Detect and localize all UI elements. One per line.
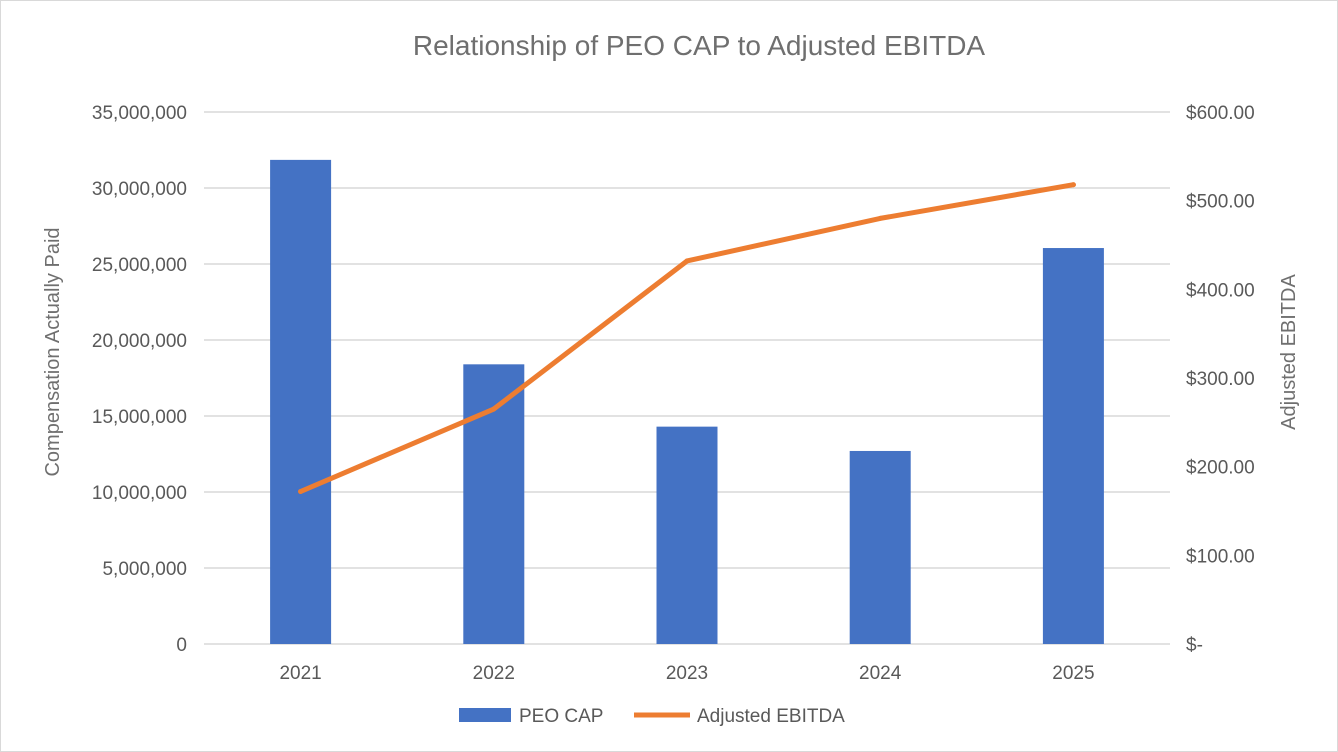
y2-tick-label: $100.00 xyxy=(1186,546,1255,567)
legend: PEO CAP Adjusted EBITDA xyxy=(459,706,845,727)
line-point-2024 xyxy=(877,215,883,221)
y2-tick-label: $300.00 xyxy=(1186,369,1255,390)
line-point-2021 xyxy=(298,488,304,494)
line-point-2022 xyxy=(491,406,497,412)
legend-label-peo-cap: PEO CAP xyxy=(519,706,603,727)
y-tick-label: 25,000,000 xyxy=(92,255,187,276)
y-tick-label: 30,000,000 xyxy=(92,179,187,200)
y2-tick-label: $- xyxy=(1186,635,1203,656)
x-axis-ticks: 2021 2022 2023 2024 2025 xyxy=(279,663,1094,684)
legend-swatch-peo-cap xyxy=(459,708,511,722)
x-tick-label: 2021 xyxy=(279,663,321,684)
bar-2025 xyxy=(1042,248,1104,645)
y2-axis-title: Adjusted EBITDA xyxy=(1278,274,1300,430)
chart-title: Relationship of PEO CAP to Adjusted EBIT… xyxy=(413,30,986,61)
y2-tick-label: $200.00 xyxy=(1186,458,1255,479)
y2-tick-label: $400.00 xyxy=(1186,280,1255,301)
y-tick-label: 0 xyxy=(176,635,187,656)
y-tick-label: 10,000,000 xyxy=(92,483,187,504)
bar-2021 xyxy=(270,159,332,644)
left-axis-ticks: 0 5,000,000 10,000,000 15,000,000 20,000,000… xyxy=(92,103,187,656)
line-series xyxy=(298,182,1076,494)
y2-tick-label: $500.00 xyxy=(1186,192,1255,213)
x-tick-label: 2025 xyxy=(1052,663,1094,684)
bar-2023 xyxy=(656,426,718,644)
y2-tick-label: $600.00 xyxy=(1186,103,1255,124)
y-tick-label: 15,000,000 xyxy=(92,407,187,428)
line-point-2023 xyxy=(684,258,690,264)
legend-label-adjusted-ebitda: Adjusted EBITDA xyxy=(697,706,845,727)
y-tick-label: 20,000,000 xyxy=(92,331,187,352)
y-axis-title: Compensation Actually Paid xyxy=(42,227,64,476)
line-point-2025 xyxy=(1070,182,1076,188)
y-tick-label: 35,000,000 xyxy=(92,103,187,124)
y-tick-label: 5,000,000 xyxy=(102,559,187,580)
bar-series xyxy=(270,159,1104,645)
x-tick-label: 2022 xyxy=(473,663,515,684)
x-tick-label: 2024 xyxy=(859,663,902,684)
bar-2024 xyxy=(849,450,911,644)
right-axis-ticks: $- $100.00 $200.00 $300.00 $400.00 $500.00 $60… xyxy=(1186,103,1255,656)
x-tick-label: 2023 xyxy=(666,663,708,684)
